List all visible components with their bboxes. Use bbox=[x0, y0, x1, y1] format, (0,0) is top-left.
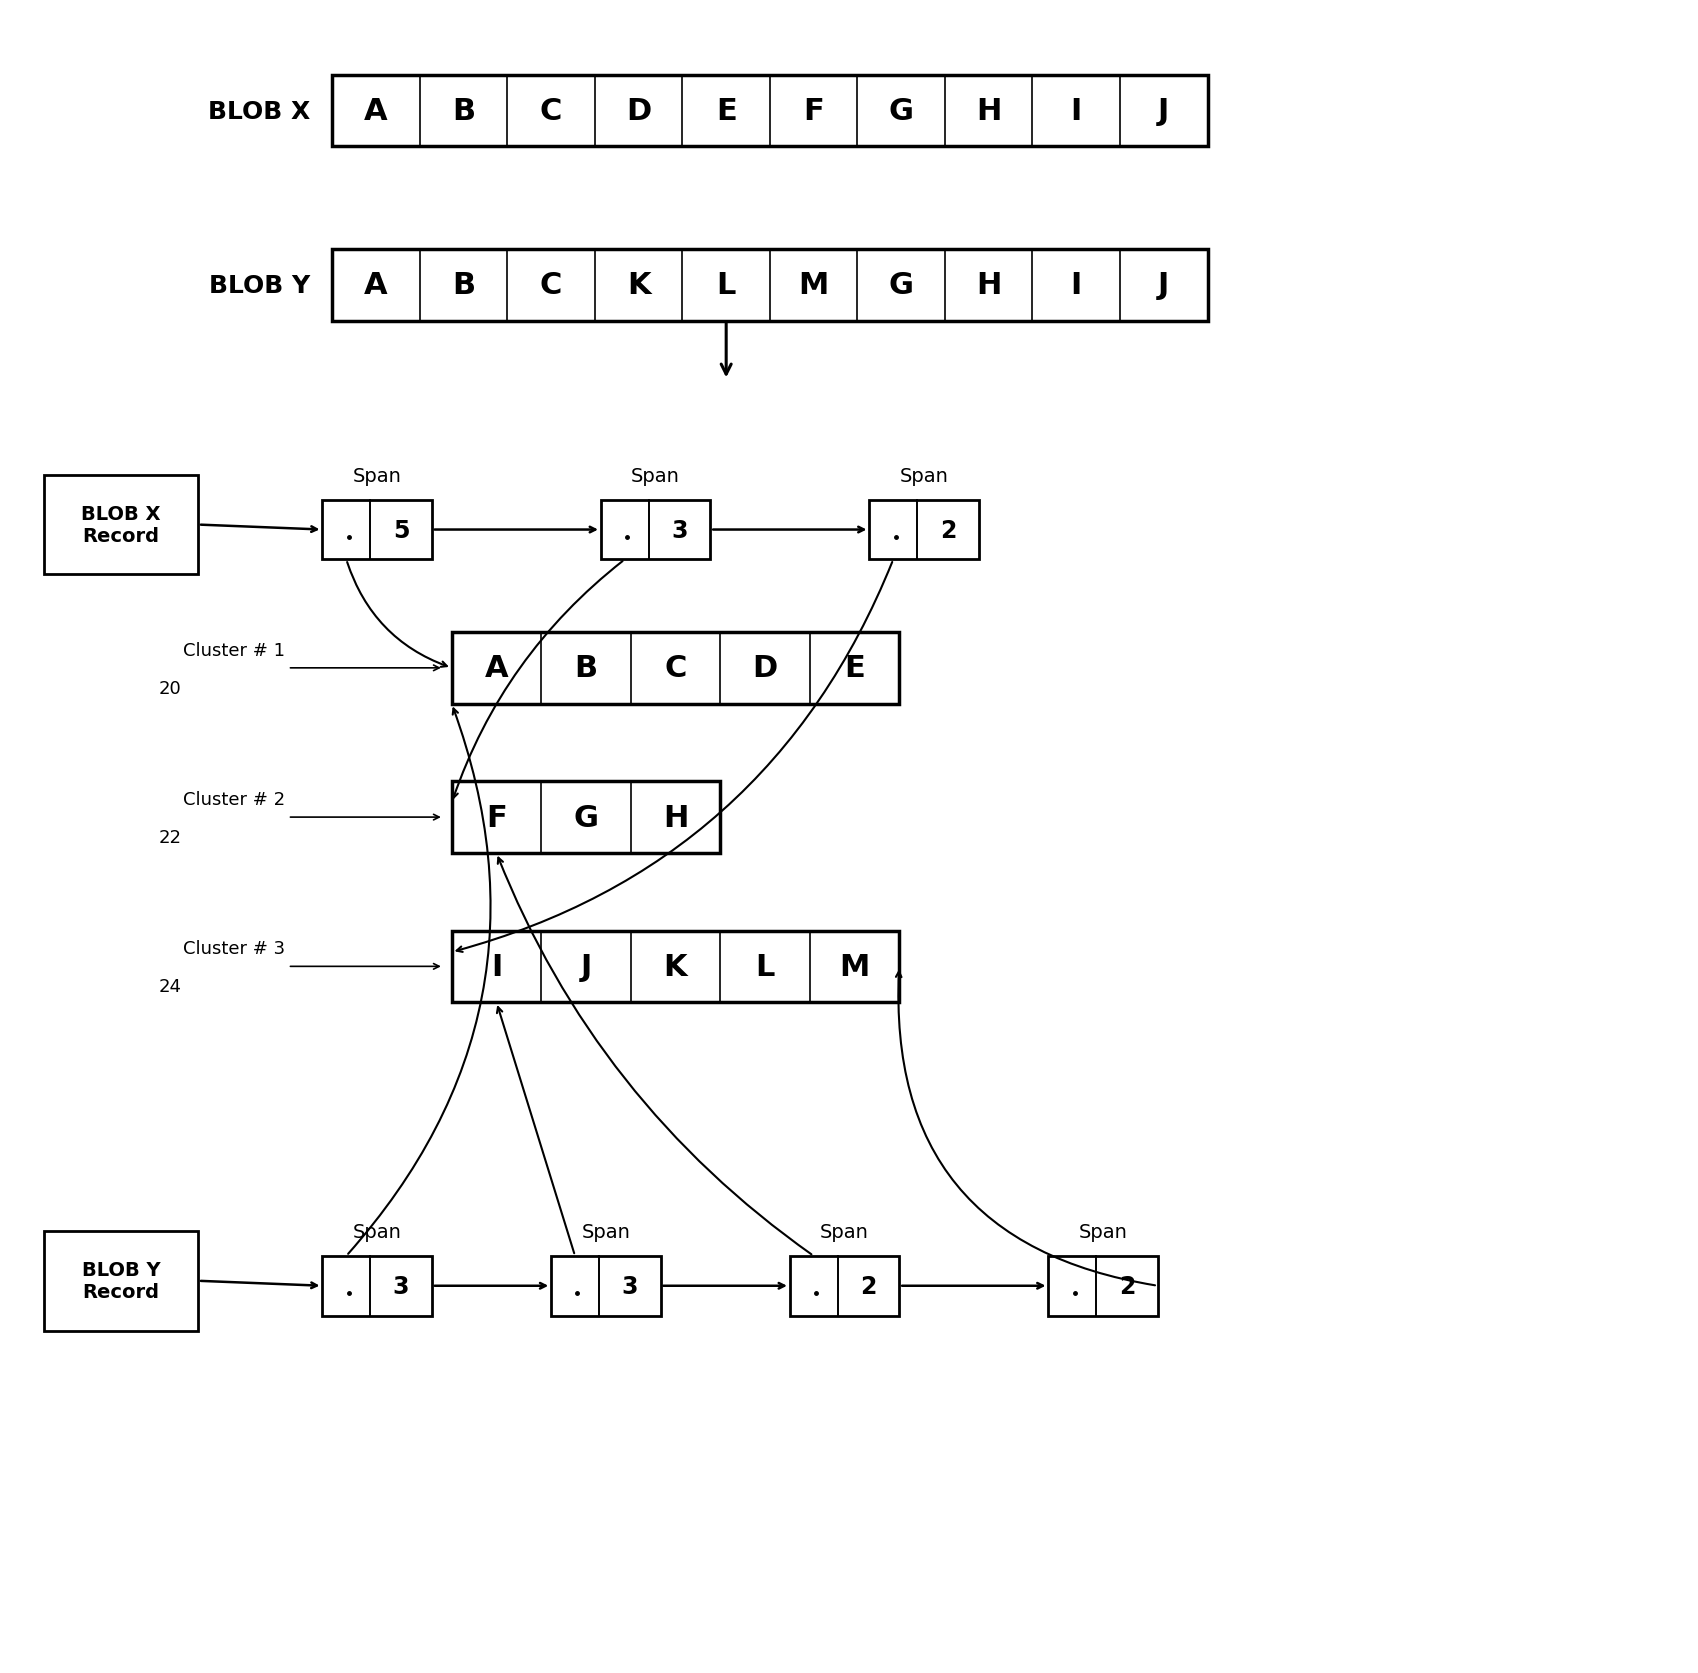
Text: F: F bbox=[803, 97, 824, 125]
Text: Cluster # 2: Cluster # 2 bbox=[183, 791, 285, 808]
Text: BLOB X
Record: BLOB X Record bbox=[82, 505, 161, 545]
Bar bbox=[452, 930, 898, 1002]
Text: Span: Span bbox=[630, 467, 679, 485]
Text: M: M bbox=[839, 952, 869, 982]
Text: B: B bbox=[452, 271, 475, 299]
Text: Span: Span bbox=[1078, 1223, 1127, 1241]
Bar bbox=[601, 500, 710, 560]
Text: A: A bbox=[363, 97, 387, 125]
Text: 3: 3 bbox=[621, 1273, 637, 1298]
Text: I: I bbox=[1070, 97, 1082, 125]
Bar bbox=[44, 475, 199, 576]
Text: F: F bbox=[486, 803, 506, 831]
Text: Span: Span bbox=[900, 467, 947, 485]
Text: C: C bbox=[664, 654, 686, 683]
Text: A: A bbox=[484, 654, 508, 683]
Text: L: L bbox=[717, 271, 735, 299]
Text: I: I bbox=[491, 952, 503, 982]
Text: BLOB Y
Record: BLOB Y Record bbox=[82, 1260, 160, 1302]
Text: E: E bbox=[715, 97, 737, 125]
Text: 22: 22 bbox=[158, 828, 182, 847]
Text: 5: 5 bbox=[392, 519, 409, 542]
Text: 2: 2 bbox=[939, 519, 956, 542]
Text: M: M bbox=[798, 271, 829, 299]
Text: H: H bbox=[975, 271, 1000, 299]
Text: 3: 3 bbox=[392, 1273, 409, 1298]
Bar bbox=[790, 1256, 898, 1315]
Text: C: C bbox=[540, 97, 562, 125]
Text: BLOB Y: BLOB Y bbox=[209, 274, 311, 298]
Text: H: H bbox=[662, 803, 688, 831]
Text: J: J bbox=[581, 952, 591, 982]
Text: Span: Span bbox=[353, 467, 401, 485]
Text: 20: 20 bbox=[158, 679, 182, 698]
Bar bbox=[323, 500, 431, 560]
Text: Cluster # 3: Cluster # 3 bbox=[183, 940, 285, 959]
Text: G: G bbox=[888, 97, 914, 125]
Text: Cluster # 1: Cluster # 1 bbox=[183, 641, 285, 659]
Bar bbox=[452, 632, 898, 704]
Text: Span: Span bbox=[353, 1223, 401, 1241]
Text: BLOB X: BLOB X bbox=[209, 100, 311, 124]
Text: D: D bbox=[625, 97, 650, 125]
Text: H: H bbox=[975, 97, 1000, 125]
Text: G: G bbox=[574, 803, 598, 831]
Text: 24: 24 bbox=[158, 977, 182, 995]
Bar bbox=[869, 500, 978, 560]
Text: Span: Span bbox=[581, 1223, 630, 1241]
Text: J: J bbox=[1158, 97, 1168, 125]
Text: I: I bbox=[1070, 271, 1082, 299]
Text: 2: 2 bbox=[1117, 1273, 1134, 1298]
Text: A: A bbox=[363, 271, 387, 299]
Bar bbox=[550, 1256, 661, 1315]
Bar bbox=[44, 1231, 199, 1330]
Text: 3: 3 bbox=[671, 519, 688, 542]
Bar bbox=[333, 249, 1207, 321]
Bar bbox=[1048, 1256, 1156, 1315]
Text: C: C bbox=[540, 271, 562, 299]
Bar bbox=[323, 1256, 431, 1315]
Text: B: B bbox=[452, 97, 475, 125]
Text: G: G bbox=[888, 271, 914, 299]
Text: D: D bbox=[752, 654, 778, 683]
Text: J: J bbox=[1158, 271, 1168, 299]
Bar bbox=[333, 75, 1207, 147]
Text: L: L bbox=[756, 952, 774, 982]
Text: B: B bbox=[574, 654, 598, 683]
Text: Span: Span bbox=[820, 1223, 868, 1241]
Text: 2: 2 bbox=[859, 1273, 876, 1298]
Text: E: E bbox=[844, 654, 864, 683]
Text: K: K bbox=[627, 271, 650, 299]
Bar bbox=[452, 781, 720, 853]
Text: K: K bbox=[664, 952, 688, 982]
